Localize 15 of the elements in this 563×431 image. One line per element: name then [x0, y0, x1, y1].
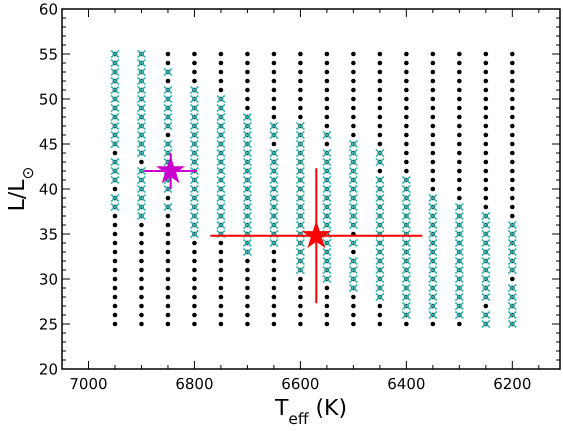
y-tick-label: 40	[38, 180, 58, 198]
x-tick-label: 7000	[69, 375, 108, 393]
y-tick-label: 20	[38, 360, 58, 378]
y-tick-label: 45	[38, 135, 58, 154]
y-tick-label: 25	[38, 315, 58, 334]
y-tick-label: 50	[38, 90, 58, 108]
x-tick-label: 6600	[281, 375, 320, 393]
y-tick-label: 55	[38, 45, 58, 64]
x-tick-label: 6400	[387, 375, 426, 393]
x-tick-label: 6800	[175, 375, 214, 393]
y-tick-label: 30	[38, 270, 58, 288]
y-tick-label: 60	[38, 0, 58, 18]
x-tick-label: 6200	[493, 375, 532, 393]
y-tick-label: 35	[38, 225, 58, 244]
x-axis-title: T$_{eff}$ (K)	[274, 396, 348, 428]
